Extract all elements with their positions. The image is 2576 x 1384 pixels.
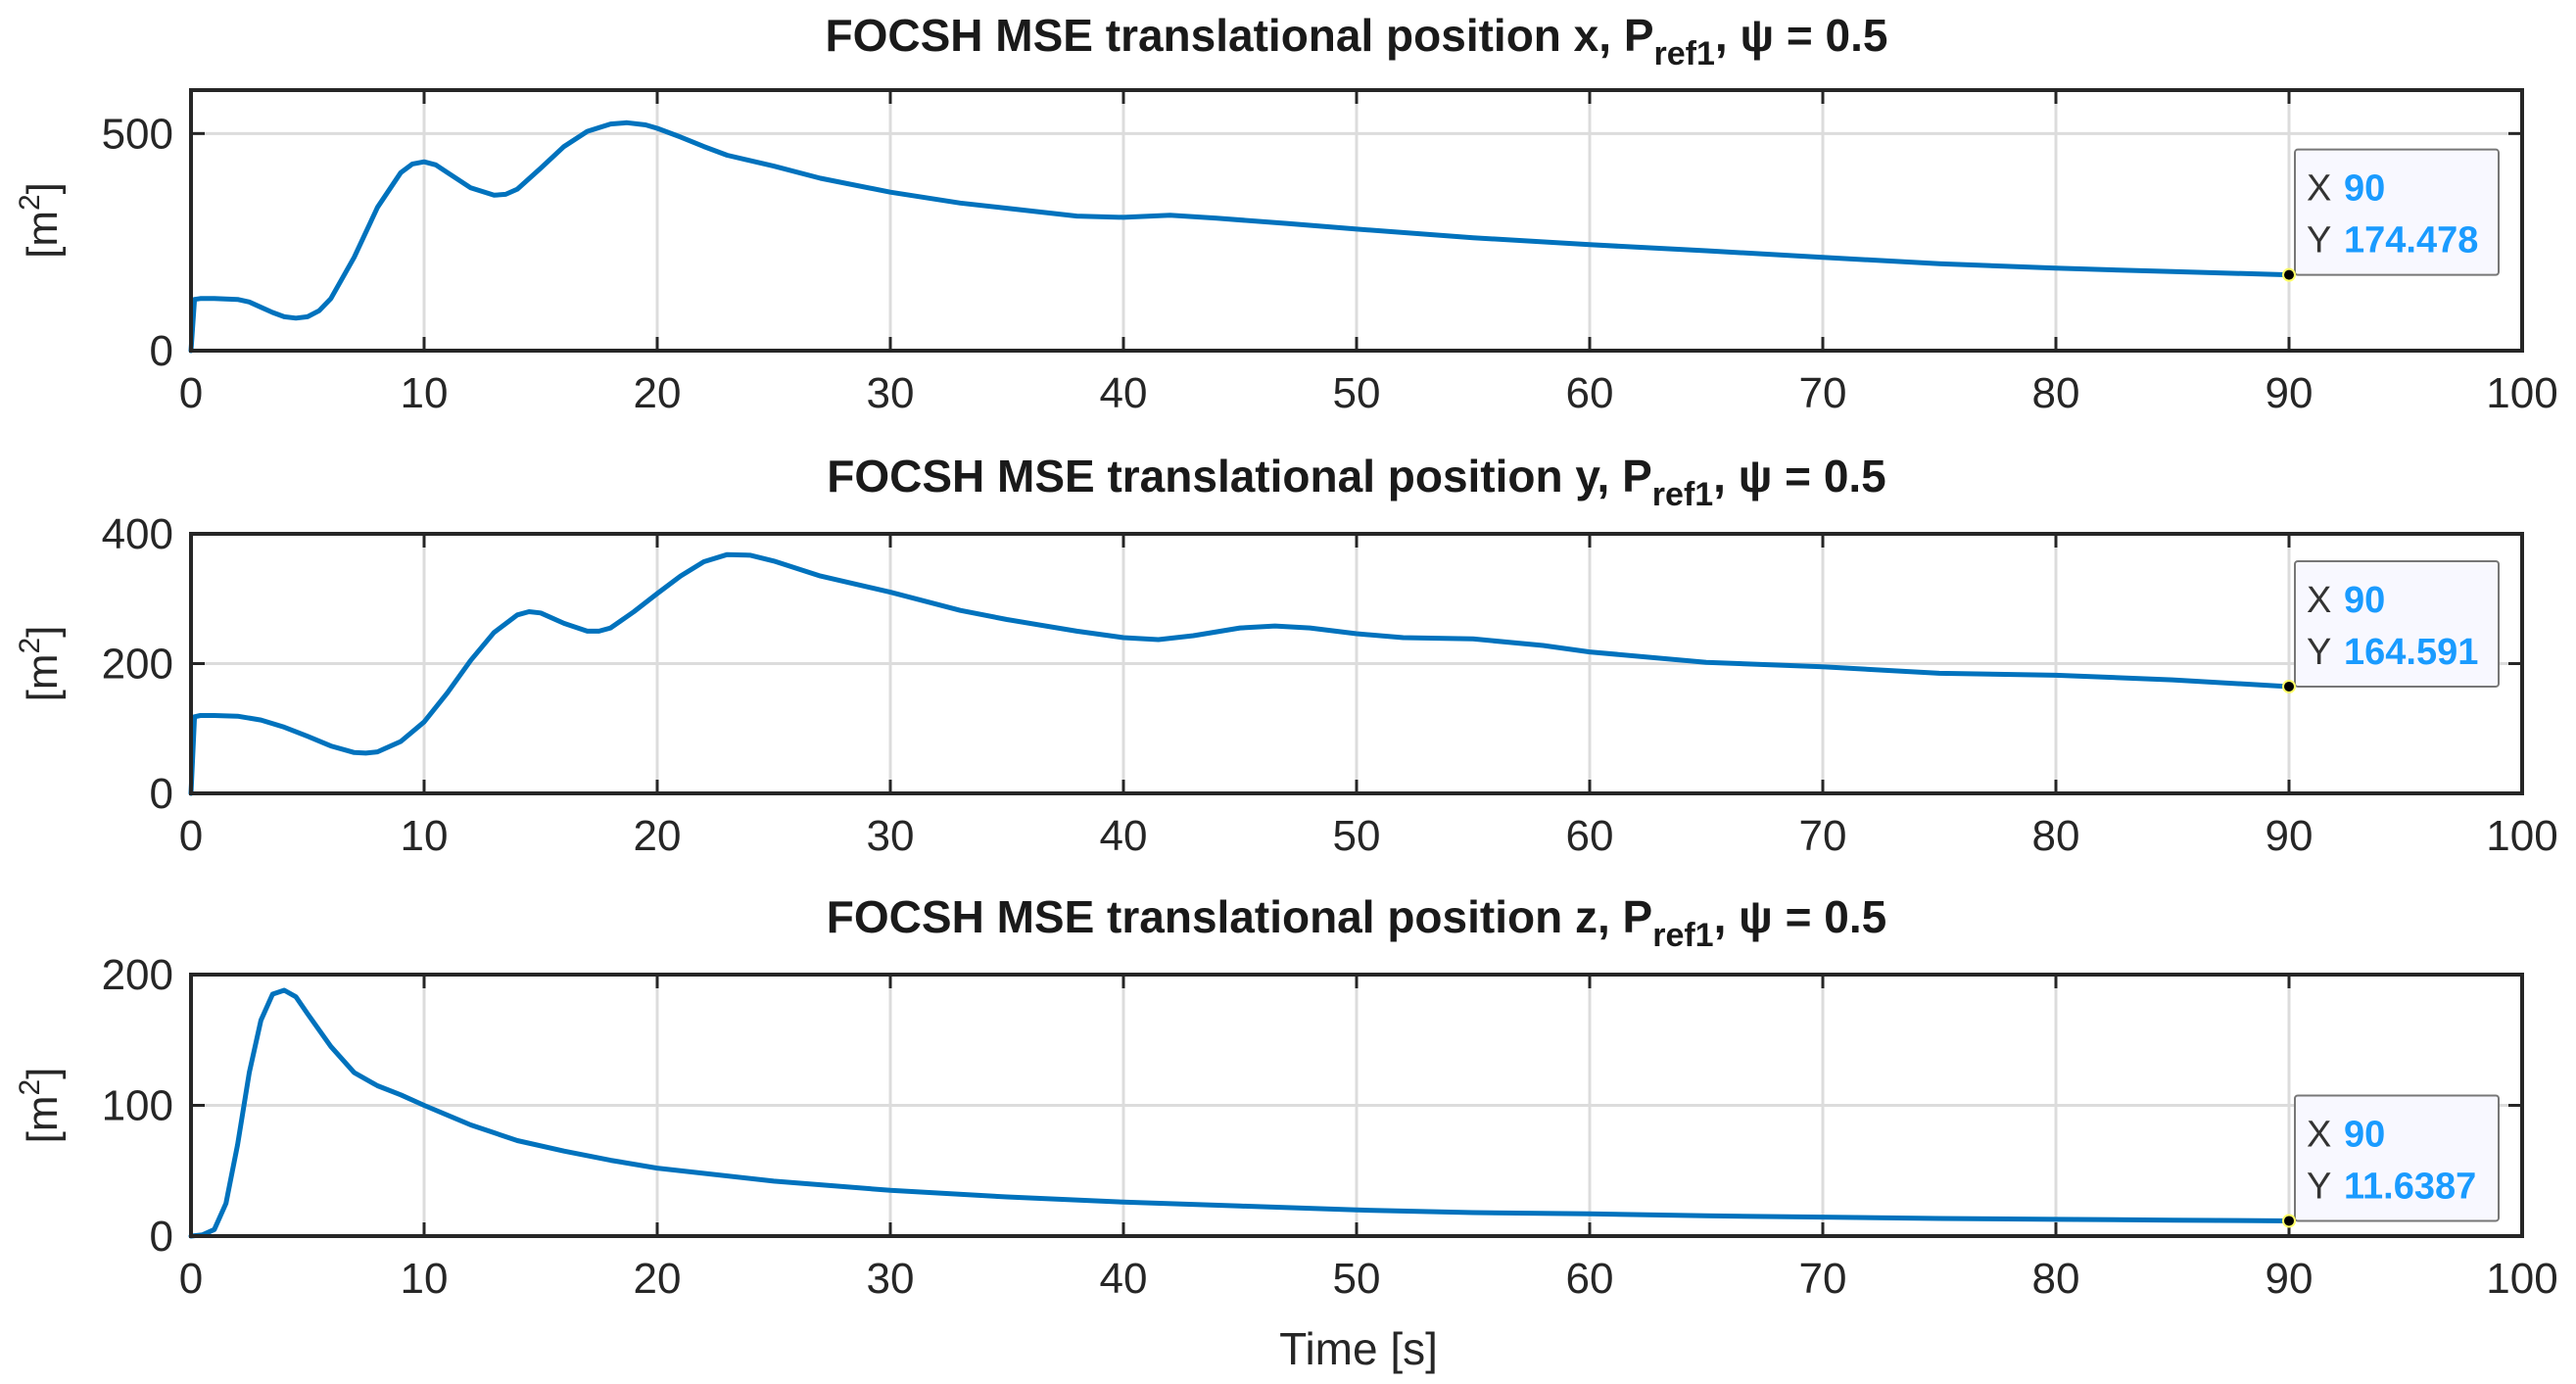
x-tick-label: 100 [2486,369,2557,417]
chart-title-main: FOCSH MSE translational position x, P [826,10,1654,61]
datatip-y-label: Y [2307,1166,2331,1207]
y-axis-label: [m2] [14,182,67,259]
x-tick-label: 0 [179,369,203,417]
chart-title-subscript: ref1 [1652,476,1713,513]
x-tick-label: 30 [867,812,915,860]
chart-title-main: FOCSH MSE translational position y, P [827,451,1652,501]
datatip-marker [2282,267,2296,282]
x-tick-label: 20 [634,812,682,860]
y-tick-label: 200 [102,641,173,689]
x-tick-label: 40 [1100,812,1148,860]
y-tick-label: 400 [102,510,173,558]
y-axis-label-superscript: 2 [14,638,46,654]
x-tick-label: 10 [401,812,449,860]
chart-title-tail: , ψ = 0.5 [1715,10,1888,61]
datatip-x-value: 90 [2344,168,2385,210]
datatip-y-label: Y [2307,220,2331,262]
y-axis-label-main: [m [19,211,67,259]
datatip-box [2294,559,2500,688]
x-tick-label: 70 [1799,369,1847,417]
x-tick-label: 60 [1566,812,1614,860]
series-line-mse-z [188,987,2292,1239]
chart-title-tail: , ψ = 0.5 [1714,891,1887,942]
chart-title-tail: , ψ = 0.5 [1713,451,1886,501]
y-axis-label-main: [m [19,1096,67,1144]
y-axis-label-close: ] [19,626,67,638]
y-axis-label-close: ] [19,1068,67,1079]
x-tick-label: 70 [1799,1255,1847,1303]
datatip-x-label: X [2307,168,2331,210]
x-tick-label: 30 [867,1255,915,1303]
datatip-y-label: Y [2307,632,2331,673]
x-tick-label: 60 [1566,1255,1614,1303]
x-tick-label: 60 [1566,369,1614,417]
datatip-box [2294,1094,2500,1222]
x-tick-label: 10 [401,369,449,417]
datatip-marker [2282,679,2296,693]
chart-title-subscript: ref1 [1654,35,1715,72]
chart-title-main: FOCSH MSE translational position z, P [827,891,1652,942]
x-tick-label: 50 [1333,369,1381,417]
x-tick-label: 90 [2266,369,2314,417]
y-axis-label-close: ] [19,182,67,194]
x-tick-label: 100 [2486,812,2557,860]
y-tick-label: 200 [102,951,173,999]
series-line-mse-y [188,551,2292,796]
y-axis-label-superscript: 2 [14,1079,46,1096]
x-tick-label: 0 [179,812,203,860]
y-tick-label: 100 [102,1082,173,1130]
chart-title-subscript: ref1 [1652,917,1713,954]
datatip-y-value: 11.6387 [2344,1166,2476,1207]
chart-title: FOCSH MSE translational position y, Pref… [827,451,1886,513]
y-axis-label-superscript: 2 [14,194,46,211]
datatip-marker [2282,1214,2296,1228]
x-tick-label: 100 [2486,1255,2557,1303]
datatip-x-label: X [2307,580,2331,621]
x-tick-label: 40 [1100,369,1148,417]
x-tick-label: 90 [2266,812,2314,860]
datatip-x-value: 90 [2344,580,2385,621]
x-tick-label: 10 [401,1255,449,1303]
x-tick-label: 50 [1333,812,1381,860]
y-tick-label: 500 [102,110,173,158]
y-axis-label: [m2] [14,626,67,702]
x-tick-label: 90 [2266,1255,2314,1303]
y-axis-label: [m2] [14,1068,67,1144]
x-tick-label: 50 [1333,1255,1381,1303]
x-axis-label: Time [s] [1279,1323,1438,1374]
datatip-y-value: 164.591 [2344,632,2478,673]
chart-panel-2: 0 10 20 30 40 50 60 70 80 90 100 0 200 400 FOCSH MSE t… [14,451,2558,860]
chart-title: FOCSH MSE translational position z, Pref… [827,891,1886,954]
datatip-x-label: X [2307,1114,2331,1155]
datatip-box [2294,148,2500,276]
y-axis-label-main: [m [19,654,67,702]
series-line-mse-x [188,119,2292,354]
x-tick-label: 80 [2032,1255,2080,1303]
y-tick-label: 0 [150,327,173,375]
datatip-y-value: 174.478 [2344,220,2478,262]
x-tick-label: 80 [2032,369,2080,417]
chart-panel-3: 0 10 20 30 40 50 60 70 80 90 100 0 100 200 FOCSH MSE t… [14,891,2558,1303]
x-tick-label: 80 [2032,812,2080,860]
x-tick-label: 70 [1799,812,1847,860]
chart-title: FOCSH MSE translational position x, Pref… [826,10,1888,72]
x-tick-label: 40 [1100,1255,1148,1303]
y-tick-label: 0 [150,1213,173,1261]
datatip-x-value: 90 [2344,1114,2385,1155]
x-tick-label: 0 [179,1255,203,1303]
chart-panel-1: 0 10 20 30 40 50 60 70 80 90 100 0 500 FOCSH MSE tran… [14,10,2558,417]
y-tick-label: 0 [150,770,173,818]
x-tick-label: 30 [867,369,915,417]
x-tick-label: 20 [634,1255,682,1303]
x-tick-label: 20 [634,369,682,417]
